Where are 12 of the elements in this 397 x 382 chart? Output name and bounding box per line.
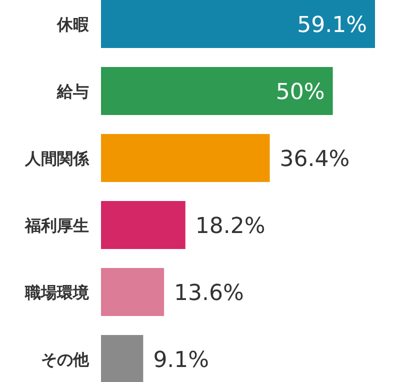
y-tick-label: 休暇 bbox=[56, 15, 90, 34]
y-tick-label: 給与 bbox=[56, 82, 89, 101]
data-label: 59.1% bbox=[297, 13, 367, 38]
y-tick-label: 職場環境 bbox=[24, 283, 90, 302]
data-label: 50% bbox=[276, 80, 325, 105]
data-label: 36.4% bbox=[280, 147, 350, 172]
data-label: 9.1% bbox=[153, 348, 210, 373]
data-label: 18.2% bbox=[195, 214, 266, 239]
data-label: 13.6% bbox=[174, 281, 244, 306]
y-tick-label: 人間関係 bbox=[24, 149, 90, 168]
y-tick-label: 福利厚生 bbox=[24, 216, 89, 235]
y-tick-label: その他 bbox=[41, 350, 90, 369]
